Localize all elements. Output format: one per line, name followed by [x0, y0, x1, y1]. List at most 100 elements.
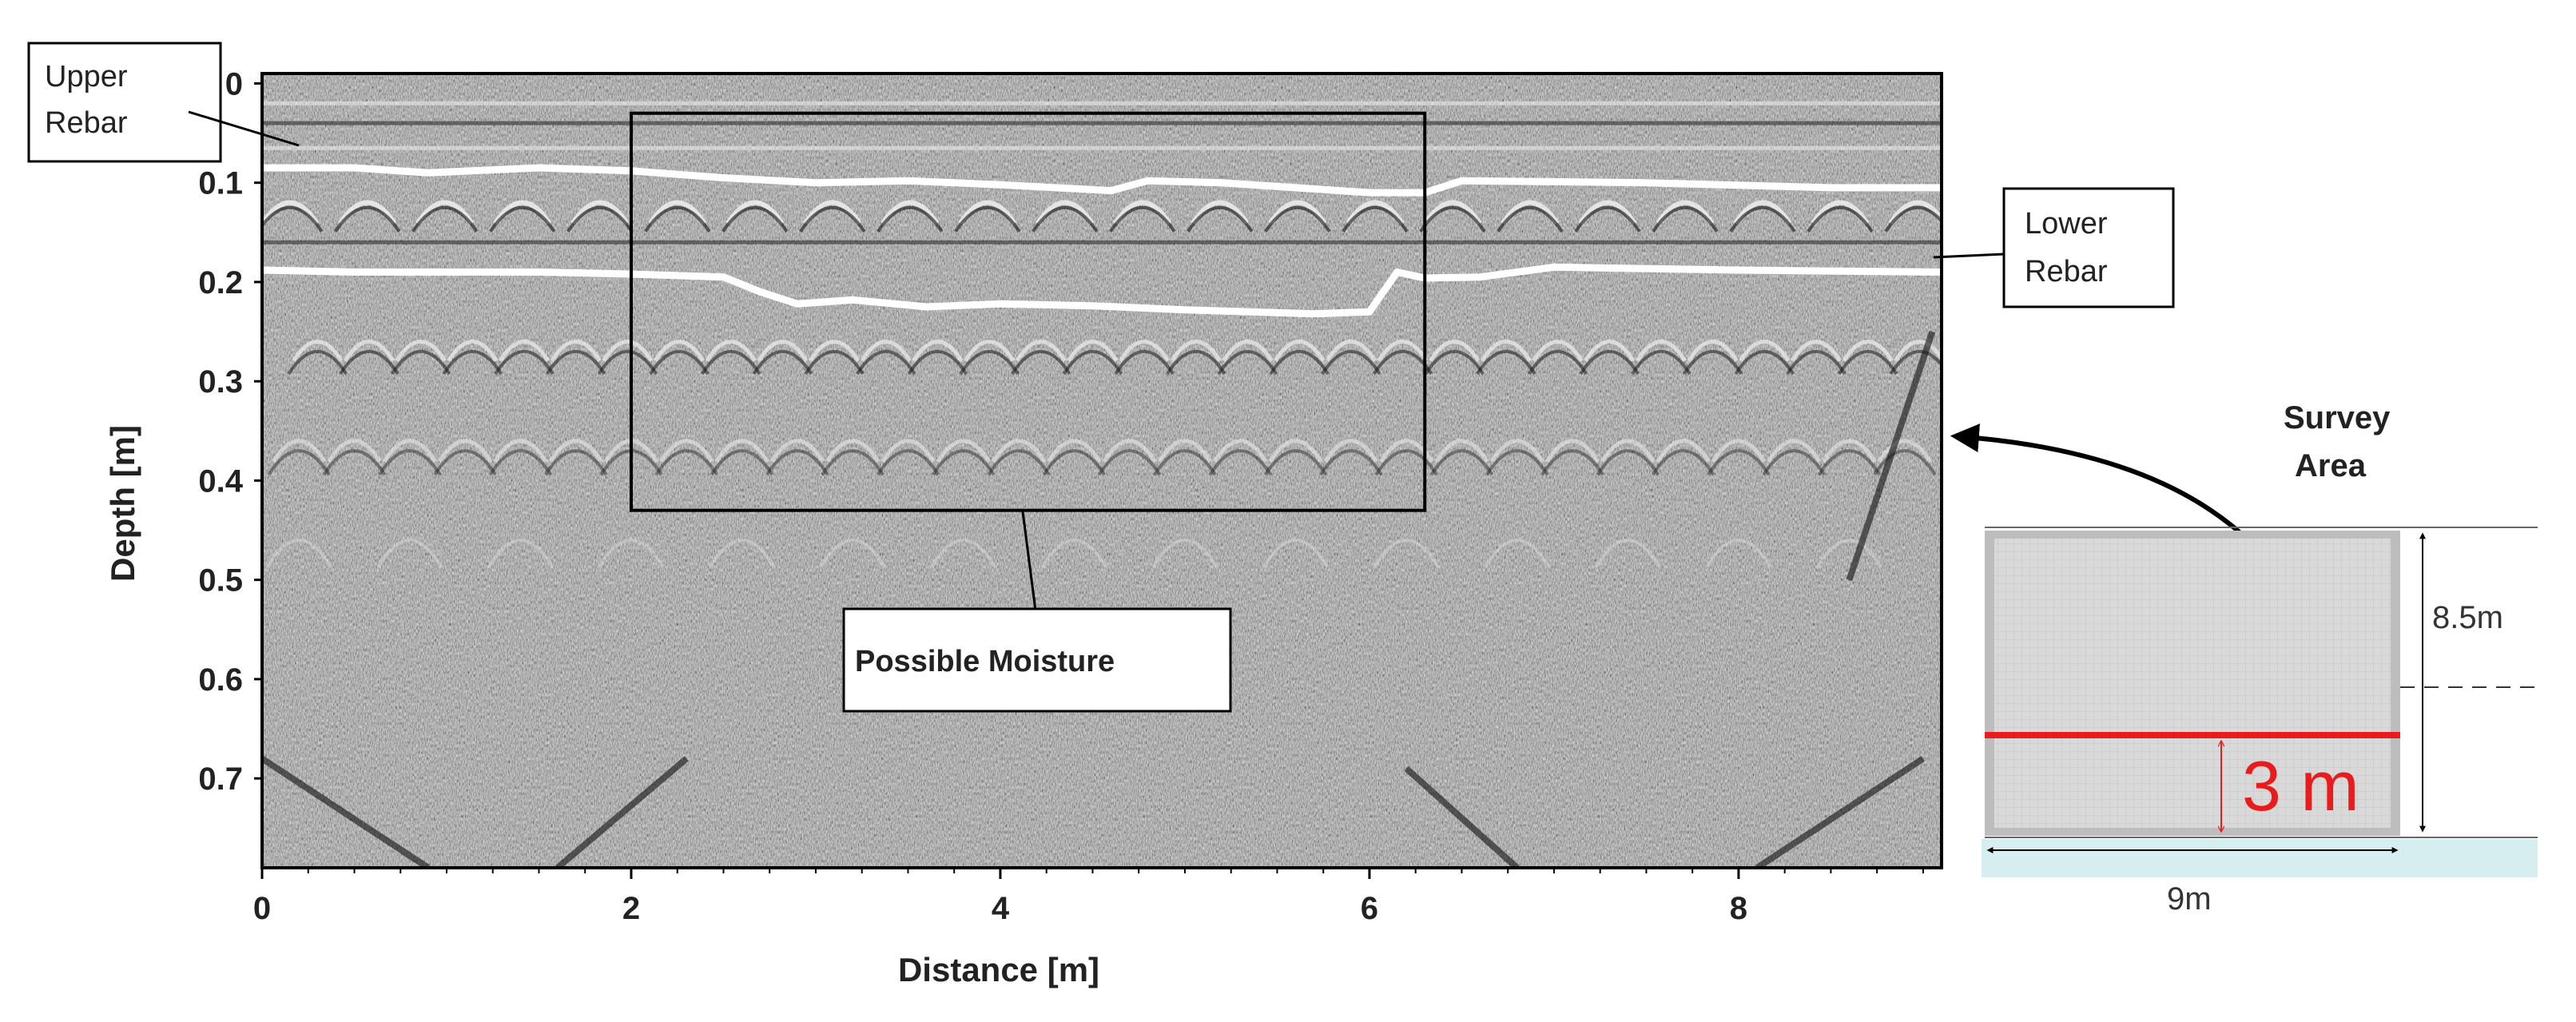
reflection-hyperbola: [602, 340, 654, 362]
reflection-hyperbola: [287, 350, 348, 375]
reflection-hyperbola: [1062, 350, 1123, 375]
reflection-hyperbola: [598, 538, 665, 568]
y-tick-label: 0.5: [198, 563, 243, 598]
y-tick-label: 0.1: [198, 166, 243, 201]
upper-rebar-line1: Upper: [45, 60, 128, 93]
radargram: [260, 72, 1943, 869]
y-tick-label: 0.2: [198, 265, 243, 300]
reflection-hyperbola: [437, 439, 493, 463]
reflection-hyperbola: [1102, 439, 1157, 463]
reflection-hyperbola: [1877, 439, 1932, 463]
reflection-hyperbola: [376, 538, 443, 568]
reflection-hyperbola: [1208, 449, 1272, 476]
reflection-hyperbola: [1346, 200, 1405, 225]
reflection-hyperbola: [1652, 205, 1719, 233]
reflection-hyperbola: [1040, 538, 1108, 568]
y-axis-label: Depth [m]: [104, 425, 141, 582]
reflection-hyperbola: [1786, 350, 1847, 375]
reflection-hyperbola: [1191, 200, 1250, 225]
reflection-hyperbola: [1268, 439, 1323, 463]
reflection-hyperbola: [654, 449, 718, 476]
reflection-hyperbola: [708, 538, 776, 568]
reflection-hyperbola: [1042, 449, 1107, 476]
reflection-hyperbola: [1419, 205, 1486, 233]
reflection-hyperbola: [1767, 439, 1822, 463]
reflection-hyperbola: [1319, 449, 1383, 476]
reflection-hyperbola: [1733, 200, 1792, 225]
y-tick-label: 0.6: [198, 662, 243, 698]
reflection-hyperbola: [1822, 439, 1877, 463]
reflection-hyperbola: [1480, 340, 1532, 362]
reflection-hyperbola: [725, 200, 785, 225]
reflection-hyperbola: [1711, 439, 1767, 463]
reflection-hyperbola: [487, 538, 555, 568]
reflection-hyperbola: [433, 449, 497, 476]
reflection-hyperbola: [1532, 340, 1584, 362]
reflection-hyperbola: [649, 350, 710, 375]
y-tick-label: 0.3: [198, 364, 243, 400]
reflection-hyperbola: [1015, 340, 1067, 362]
reflection-hyperbola: [1815, 538, 1883, 568]
reflection-hyperbola: [1635, 340, 1688, 362]
survey-title-line1: Survey: [2284, 400, 2391, 435]
reflection-hyperbola: [1067, 340, 1119, 362]
radargram-texture: [262, 74, 1942, 868]
reflection-hyperbola: [1651, 449, 1715, 476]
reflection-hyperbola: [1501, 200, 1560, 225]
x-axis-label: Distance [m]: [898, 951, 1099, 988]
reflection-hyperbola: [272, 439, 327, 463]
reflection-hyperbola: [265, 538, 332, 568]
reflection-hyperbola: [856, 350, 916, 375]
reflection-hyperbola: [1594, 538, 1662, 568]
reflection-hyperbola: [338, 200, 397, 225]
reflection-hyperbola: [1323, 439, 1378, 463]
reflection-hyperbola: [1578, 200, 1637, 225]
x-tick-label: 6: [1361, 891, 1378, 926]
reflection-hyperbola: [395, 340, 447, 362]
reflection-hyperbola: [548, 439, 603, 463]
reflection-hyperbola: [1151, 538, 1218, 568]
reflection-hyperbola: [488, 449, 553, 476]
reflection-hyperbola: [1222, 340, 1274, 362]
reflection-diagonal: [1755, 755, 1926, 868]
reflection-hyperbola: [825, 439, 881, 463]
reflection-hyperbola: [1342, 205, 1409, 233]
reflection-hyperbola: [705, 340, 757, 362]
reflection-hyperbola: [1119, 340, 1171, 362]
reflection-hyperbola: [1584, 340, 1636, 362]
plot-frame: [260, 72, 1943, 869]
reflection-hyperbola: [343, 340, 396, 362]
y-tick-label: 0.7: [198, 762, 243, 797]
reflection-hyperbola: [930, 538, 997, 568]
reflection-hyperbola: [597, 350, 658, 375]
reflection-hyperbola: [881, 439, 936, 463]
upper-rebar-line2: Rebar: [45, 106, 128, 140]
reflection-hyperbola: [1705, 538, 1772, 568]
reflection-hyperbola: [1153, 449, 1217, 476]
reflection-hyperbola: [1114, 350, 1175, 375]
reflection-hyperbola: [327, 439, 382, 463]
reflection-hyperbola: [1497, 205, 1564, 233]
reflection-hyperbola: [991, 439, 1047, 463]
reflection-hyperbola: [1036, 200, 1095, 225]
reflection-hyperbola: [1032, 205, 1099, 233]
lower-rebar-line: [262, 263, 1942, 318]
reflection-hyperbola: [570, 200, 630, 225]
reflection-hyperbola: [1170, 340, 1222, 362]
reflection-hyperbola: [1187, 205, 1254, 233]
reflection-hyperbola: [494, 350, 555, 375]
reflection-hyperbola: [1321, 350, 1381, 375]
reflection-hyperbola: [493, 439, 548, 463]
reflection-hyperbola: [1374, 449, 1438, 476]
moisture-label: Possible Moisture: [855, 645, 1115, 678]
reflection-hyperbola: [322, 449, 387, 476]
reflection-hyperbola: [1762, 449, 1826, 476]
reflection-hyperbola: [710, 449, 774, 476]
x-tick-label: 2: [622, 891, 640, 926]
reflection-hyperbola: [545, 350, 606, 375]
reflection-hyperbola: [769, 439, 825, 463]
reflection-hyperbola: [1682, 350, 1743, 375]
reflection-hyperbola: [1484, 538, 1551, 568]
y-tick-label: 0: [225, 66, 243, 101]
reflection-hyperbola: [292, 340, 344, 362]
